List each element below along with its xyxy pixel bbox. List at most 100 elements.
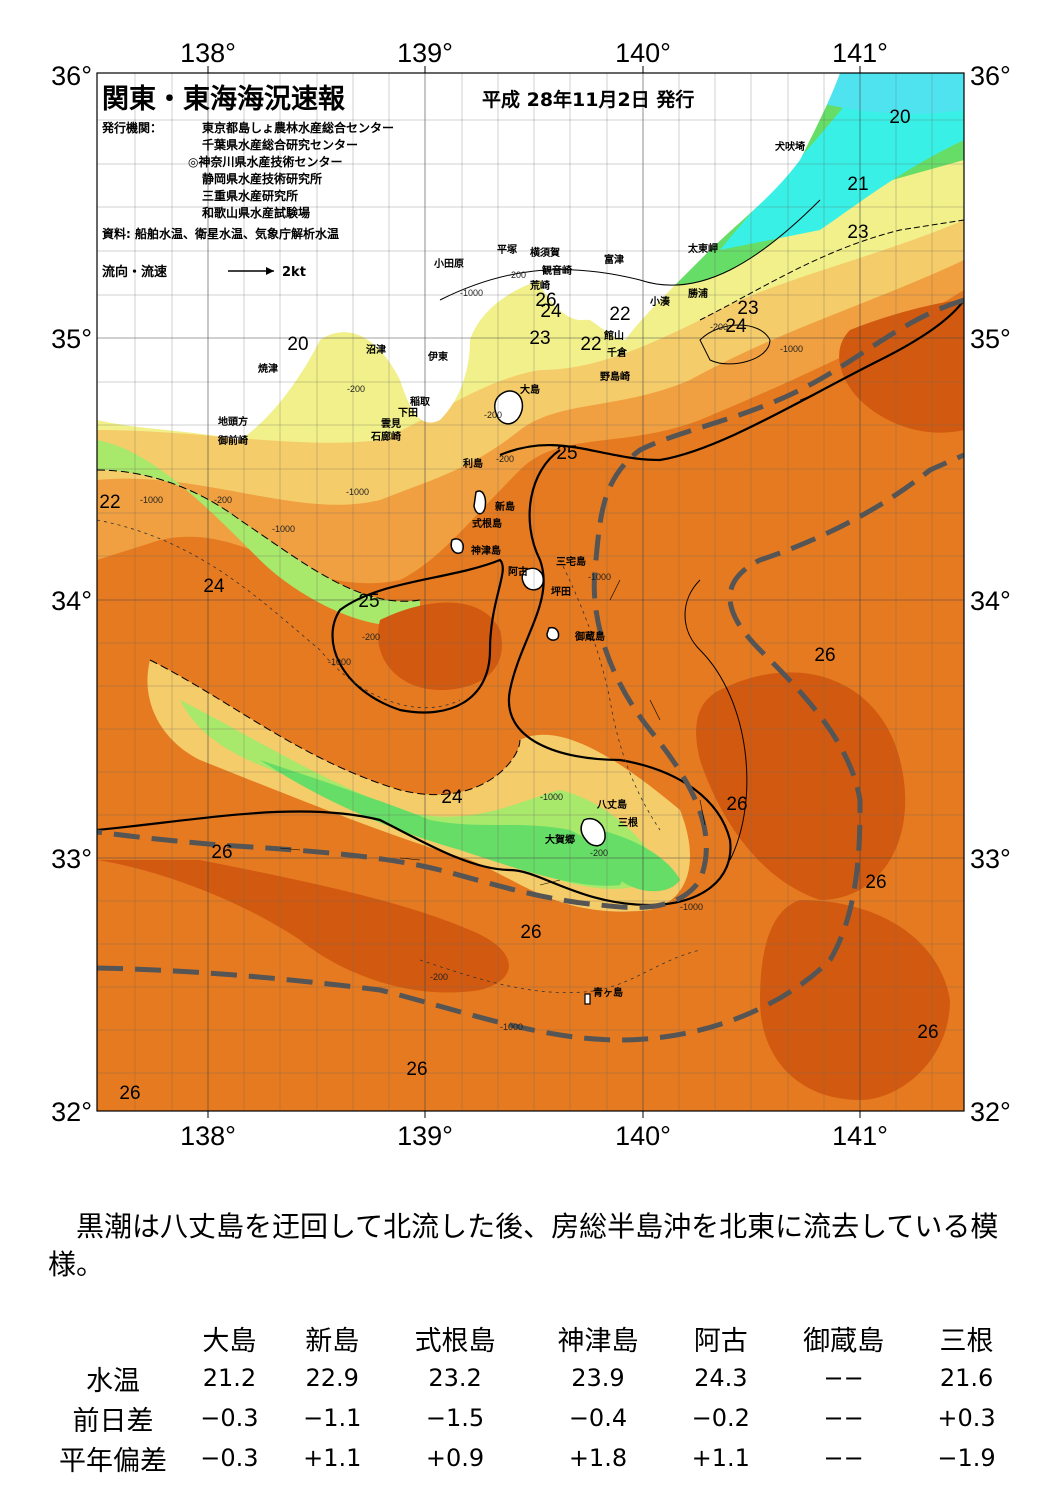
table-cell: 23.9: [571, 1364, 625, 1392]
place-name: 大賀郷: [545, 833, 575, 846]
table-cell: −−: [823, 1404, 864, 1432]
place-name: 観音崎: [542, 264, 572, 277]
data-sources: 資料: 船舶水温、衛星水温、気象庁解析水温: [102, 226, 339, 241]
isotherm-label: 20: [287, 334, 308, 355]
table-row: 平年偏差 −0.3 +1.1 +0.9 +1.8 +1.1 −− −1.9: [48, 1438, 1018, 1478]
zone-20: [720, 73, 964, 250]
isotherm-label: 22: [609, 304, 630, 325]
lon-label: 138°: [180, 38, 236, 68]
isotherm-label: 26: [814, 645, 835, 666]
lat-labels-left: 36° 35° 34° 33° 32°: [51, 61, 92, 1127]
isotherm-label: 25: [358, 591, 379, 612]
legend-label: 流向・流速: [102, 264, 167, 280]
place-name: 荒崎: [529, 279, 550, 292]
table-header-row: 大島 新島 式根島 神津島 阿古 御蔵島 三根: [48, 1318, 1018, 1358]
place-name: 神津島: [471, 544, 501, 557]
oshima-island: [494, 390, 524, 425]
place-name: 大島: [520, 383, 540, 396]
place-name: 太東岬: [687, 242, 718, 255]
depth-label: -200: [590, 848, 608, 858]
place-name: 焼津: [258, 362, 278, 375]
table-cell: −1.9: [937, 1444, 996, 1472]
niijima-island: [473, 490, 487, 515]
row-label: 前日差: [72, 1405, 154, 1437]
zone-21-tongue: [260, 760, 623, 886]
map-header: 関東・東海海況速報 平成 28年11月2日 発行 発行機関： 東京都島しょ農林水…: [101, 84, 694, 280]
table-cell: +1.1: [303, 1444, 362, 1472]
place-name: 坪田: [551, 585, 571, 598]
isotherm-22-dash: [97, 469, 421, 602]
kuroshio-offshore-path: [97, 452, 964, 1043]
place-labels: 犬吠埼 太東岬 勝浦 小湊 富津 館山 千倉 野島崎 横須賀 観音崎 荒崎 平塚…: [217, 140, 805, 999]
isotherm-label: 26: [406, 1059, 427, 1080]
isotherm-25-loop: [331, 558, 504, 714]
lat-label: 36°: [51, 61, 92, 91]
mikurajima-island: [546, 626, 560, 641]
isotherm-label: 24: [441, 787, 463, 808]
legend-arrow-head: [266, 267, 274, 275]
lat-label: 32°: [970, 1097, 1011, 1127]
depth-values: -200 -1000 -200 -1000 -200 -1000 -200 -2…: [140, 270, 803, 1032]
isotherm-label: 24: [540, 301, 562, 322]
depth-contours: [97, 519, 701, 993]
hachijojima-island: [580, 818, 606, 847]
place-name: 富津: [604, 253, 624, 266]
zone-27-northeast: [839, 300, 964, 433]
issuer: 静岡県水産技術研究所: [202, 171, 322, 186]
isotherm-label: 23: [847, 222, 868, 243]
depth-label: -1000: [500, 1022, 523, 1032]
zone-22-west: [97, 440, 420, 626]
kuroshio-main-path: [97, 297, 964, 910]
issue-date: 平成 28年11月2日 発行: [482, 88, 694, 111]
lon-label: 140°: [615, 1121, 671, 1151]
isotherm-25-north: [499, 299, 964, 462]
row-label: 水温: [86, 1365, 140, 1397]
isotherm-26-main: [97, 449, 732, 907]
place-name: 館山: [603, 329, 624, 342]
place-name: 犬吠埼: [775, 140, 805, 153]
depth-label: -200: [496, 454, 514, 464]
depth-label: -200: [430, 972, 448, 982]
place-name: 阿古: [508, 565, 528, 578]
table-cell: −0.3: [200, 1444, 259, 1472]
lon-labels-top: 138° 139° 140° 141°: [180, 38, 888, 68]
lat-label: 33°: [51, 844, 92, 874]
honshu-land: [97, 73, 840, 440]
table-cell: −0.3: [200, 1404, 259, 1432]
island-observation-table: 大島 新島 式根島 神津島 阿古 御蔵島 三根 水温 21.2 22.9 23.…: [48, 1318, 1018, 1478]
isotherm-label: 26: [520, 922, 541, 943]
issuer: 和歌山県水産試験場: [201, 205, 310, 220]
isotherms: [97, 199, 964, 907]
row-label: 平年偏差: [59, 1445, 167, 1477]
place-name: 伊東: [427, 350, 448, 363]
place-name: 稲取: [410, 395, 431, 408]
isotherm-label: 20: [889, 107, 910, 128]
isotherm-24-katsuura: [699, 324, 771, 365]
depth-label: -1000: [272, 524, 295, 534]
table-cell: 22.9: [305, 1364, 359, 1392]
isotherm-label: 24: [725, 316, 747, 337]
lon-label: 139°: [397, 38, 453, 68]
lon-label: 141°: [832, 1121, 888, 1151]
situation-summary: 黒潮は八丈島を迂回して北流した後、房総半島沖を北東に流去している模様。: [48, 1210, 999, 1281]
depth-label: -200: [214, 495, 232, 505]
isotherm-24-dash: [149, 659, 521, 796]
place-name: 横須賀: [530, 246, 560, 259]
zone-27-southeast: [760, 900, 950, 1100]
place-name: 地頭方: [218, 415, 248, 428]
depth-label: -200: [710, 322, 728, 332]
depth-label: -200: [484, 410, 502, 420]
lon-label: 139°: [397, 1121, 453, 1151]
place-name: 沼津: [366, 343, 386, 356]
depth-label: -1000: [540, 792, 563, 802]
place-name: 勝浦: [688, 287, 708, 300]
table-row: 水温 21.2 22.9 23.2 23.9 24.3 −− 21.6: [48, 1358, 1018, 1398]
issuer: ◎神奈川県水産技術センター: [188, 154, 342, 169]
column-header: 阿古: [693, 1325, 748, 1357]
issuer: 千葉県水産総合研究センター: [202, 137, 358, 152]
place-name: 式根島: [472, 517, 502, 530]
lat-label: 35°: [51, 324, 92, 354]
table-cell: −1.1: [303, 1404, 362, 1432]
table-cell: +1.1: [691, 1444, 750, 1472]
zone-27-south: [97, 860, 509, 993]
